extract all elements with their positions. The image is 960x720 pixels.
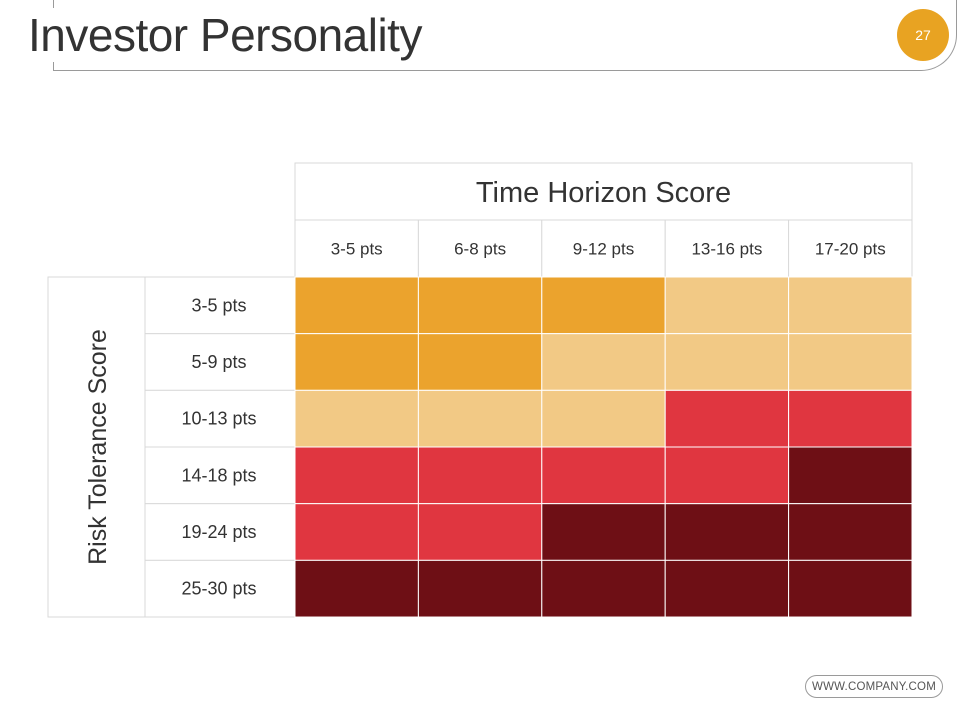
heatmap-cell — [664, 503, 790, 561]
heatmap-cell — [788, 446, 913, 505]
heatmap-cell — [294, 559, 419, 618]
x-tick-label: 17-20 pts — [815, 240, 886, 259]
row-headers: 3-5 pts 5-9 pts 10-13 pts 14-18 pts 19-24 pt… — [144, 276, 296, 618]
heatmap-cell — [541, 503, 666, 561]
heatmap-cell — [664, 559, 790, 618]
y-tick-label: 5-9 pts — [191, 352, 246, 372]
x-axis-title: Time Horizon Score — [476, 177, 731, 209]
x-tick-label: 6-8 pts — [454, 240, 506, 259]
page-number-badge: 27 — [897, 9, 949, 61]
heatmap-cell — [664, 389, 790, 448]
heatmap-cells — [294, 276, 913, 618]
y-axis-title: Risk Tolerance Score — [84, 329, 112, 565]
heatmap-cell — [541, 389, 666, 448]
row-header-cell — [144, 276, 296, 335]
y-tick-label: 14-18 pts — [181, 465, 256, 485]
heatmap-cell — [417, 276, 543, 335]
heatmap-cell — [417, 389, 543, 448]
heatmap-cell — [788, 276, 913, 335]
heatmap-cell — [294, 389, 419, 448]
heatmap-cell — [788, 389, 913, 448]
heatmap-cell — [417, 446, 543, 505]
column-header-cell — [417, 219, 543, 278]
website-link[interactable]: WWW.COMPANY.COM — [805, 675, 943, 698]
heatmap-cell — [541, 333, 666, 391]
row-header-cell — [144, 446, 296, 505]
heatmap-cell — [788, 559, 913, 618]
y-tick-label: 10-13 pts — [181, 409, 256, 429]
heatmap-frame: Time Horizon Score Risk Tolerance Score — [47, 162, 913, 618]
heatmap-cell — [788, 503, 913, 561]
x-tick-label: 13-16 pts — [691, 240, 762, 259]
heatmap-cell — [294, 276, 419, 335]
page-title: Investor Personality — [28, 8, 428, 62]
heatmap-cell — [541, 276, 666, 335]
column-header-cell — [788, 219, 913, 278]
column-header-cell — [664, 219, 790, 278]
heatmap-cell — [664, 333, 790, 391]
x-axis-title-box — [294, 162, 913, 221]
y-tick-label: 3-5 pts — [191, 295, 246, 315]
heatmap-cell — [294, 503, 419, 561]
row-header-cell — [144, 559, 296, 618]
heatmap-cell — [417, 333, 543, 391]
heatmap-cell — [294, 333, 419, 391]
row-header-cell — [144, 333, 296, 391]
heatmap-cell — [294, 446, 419, 505]
heatmap-cell — [417, 559, 543, 618]
heatmap-cell — [541, 559, 666, 618]
heatmap-cell — [664, 446, 790, 505]
y-tick-label: 19-24 pts — [181, 522, 256, 542]
row-header-cell — [144, 503, 296, 561]
x-tick-label: 9-12 pts — [573, 240, 634, 259]
heatmap-cell — [541, 446, 666, 505]
heatmap-cell — [417, 503, 543, 561]
y-axis-title-box — [47, 276, 146, 618]
y-tick-label: 25-30 pts — [181, 579, 256, 599]
x-tick-label: 3-5 pts — [331, 240, 383, 259]
heatmap-cell — [664, 276, 790, 335]
heatmap-cell — [788, 333, 913, 391]
column-headers: 3-5 pts 6-8 pts 9-12 pts 13-16 pts 17-20 pts — [294, 219, 913, 278]
column-header-cell — [541, 219, 666, 278]
